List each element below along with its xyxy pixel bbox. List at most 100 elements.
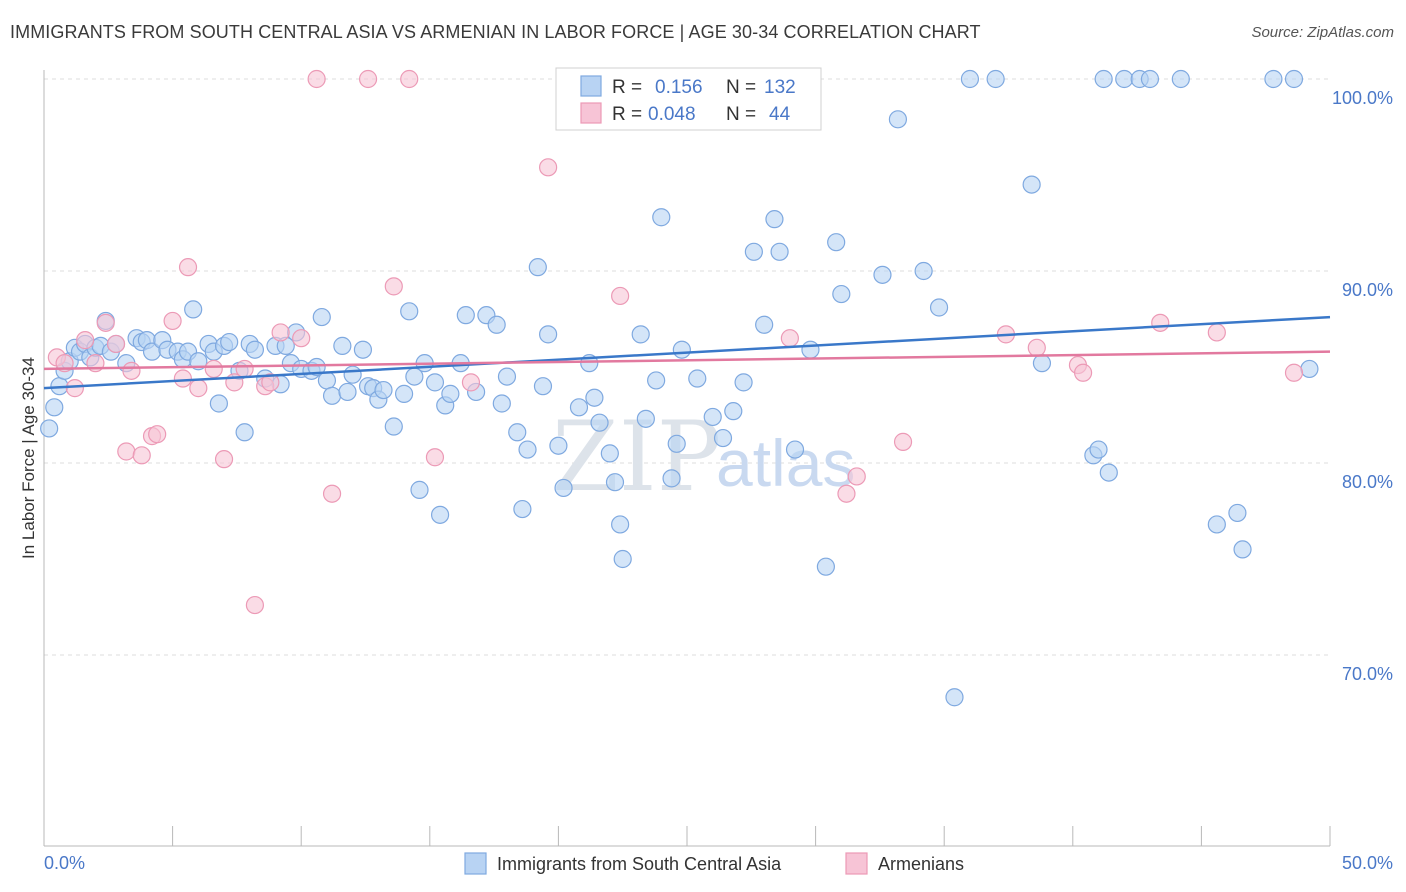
x-tick-label-min: 0.0% <box>44 853 85 873</box>
y-axis-title: In Labor Force | Age 30-34 <box>19 357 38 559</box>
point-armenians <box>400 69 419 89</box>
point-immigrants <box>1022 175 1041 194</box>
point-immigrants <box>986 69 1005 89</box>
point-immigrants <box>184 300 203 319</box>
point-immigrants <box>755 315 774 334</box>
point-armenians <box>461 373 481 392</box>
point-immigrants <box>888 110 908 129</box>
point-immigrants <box>189 352 208 371</box>
legend-n-label-1: N = <box>726 104 756 125</box>
point-immigrants <box>508 423 527 442</box>
point-immigrants <box>647 371 666 390</box>
point-immigrants <box>487 315 506 334</box>
point-armenians <box>384 277 403 296</box>
point-armenians <box>122 361 141 380</box>
point-armenians <box>214 450 234 469</box>
point-immigrants <box>960 69 980 89</box>
point-immigrants <box>1099 463 1118 482</box>
point-armenians <box>76 331 95 350</box>
point-immigrants <box>317 371 337 390</box>
watermark: ZIP atlas <box>552 401 855 513</box>
legend-n-value-1: 44 <box>769 104 791 125</box>
point-immigrants <box>394 384 414 403</box>
point-armenians <box>539 158 558 177</box>
point-immigrants <box>343 365 362 384</box>
point-immigrants <box>533 377 553 396</box>
legend-r-value-1: 0.048 <box>648 104 696 125</box>
legend-r-value-0: 0.156 <box>655 77 703 98</box>
point-immigrants <box>425 373 445 392</box>
point-immigrants <box>631 325 650 344</box>
point-armenians <box>1284 363 1304 382</box>
point-immigrants <box>1233 540 1252 559</box>
point-immigrants <box>744 242 763 261</box>
point-immigrants <box>613 549 632 569</box>
point-armenians <box>1151 313 1170 332</box>
series-armenians-points <box>47 69 1304 615</box>
point-armenians <box>235 359 254 379</box>
point-armenians <box>611 286 630 306</box>
point-armenians <box>307 69 326 89</box>
point-immigrants <box>40 419 59 438</box>
point-armenians <box>148 425 167 444</box>
point-armenians <box>837 484 856 503</box>
point-immigrants <box>307 357 326 377</box>
point-immigrants <box>590 413 609 432</box>
point-armenians <box>893 432 913 451</box>
point-immigrants <box>353 340 373 359</box>
x-ticks <box>43 826 1331 846</box>
point-immigrants <box>801 340 820 359</box>
point-immigrants <box>945 688 964 707</box>
point-immigrants <box>322 386 342 405</box>
legend-swatch-pink <box>580 102 602 124</box>
point-immigrants <box>456 306 475 325</box>
point-immigrants <box>611 515 630 534</box>
trend-line-immigrants <box>43 315 1331 390</box>
point-immigrants <box>724 402 743 421</box>
point-immigrants <box>1032 354 1052 373</box>
point-immigrants <box>374 380 393 400</box>
point-immigrants <box>549 436 568 455</box>
point-immigrants <box>785 440 805 459</box>
point-armenians <box>1207 323 1226 342</box>
point-immigrants <box>832 284 851 304</box>
watermark-zip: ZIP <box>552 401 721 513</box>
legend-label-armenians: Armenians <box>878 854 964 874</box>
point-immigrants <box>384 417 403 436</box>
y-tick-label: 100.0% <box>1332 88 1393 108</box>
point-armenians <box>425 448 445 467</box>
point-immigrants <box>1171 69 1190 89</box>
point-immigrants <box>585 388 604 407</box>
point-immigrants <box>1228 503 1247 523</box>
y-tick-label: 90.0% <box>1342 280 1393 300</box>
point-immigrants <box>929 298 949 317</box>
legend-label-immigrants: Immigrants from South Central Asia <box>497 854 782 874</box>
point-immigrants <box>703 407 722 427</box>
point-armenians <box>847 467 866 486</box>
point-immigrants <box>672 340 691 359</box>
point-immigrants <box>1115 69 1134 89</box>
point-armenians <box>780 329 799 348</box>
point-armenians <box>178 258 198 277</box>
series-immigrants-points <box>40 69 1319 707</box>
point-immigrants <box>441 384 460 403</box>
point-armenians <box>271 323 290 342</box>
point-immigrants <box>688 369 707 388</box>
point-immigrants <box>713 428 733 448</box>
point-immigrants <box>914 261 933 281</box>
point-immigrants <box>636 409 655 428</box>
point-armenians <box>292 329 311 348</box>
point-immigrants <box>605 473 625 492</box>
point-immigrants <box>1300 359 1319 379</box>
point-immigrants <box>816 557 835 576</box>
point-immigrants <box>667 434 686 453</box>
point-immigrants <box>333 336 352 355</box>
point-armenians <box>322 484 342 503</box>
point-immigrants <box>430 505 450 524</box>
point-immigrants <box>513 499 532 519</box>
point-immigrants <box>518 440 537 459</box>
trend-lines <box>43 315 1331 390</box>
source-credit: Source: ZipAtlas.com <box>1251 24 1394 41</box>
point-immigrants <box>569 398 589 417</box>
y-tick-label: 70.0% <box>1342 664 1393 684</box>
